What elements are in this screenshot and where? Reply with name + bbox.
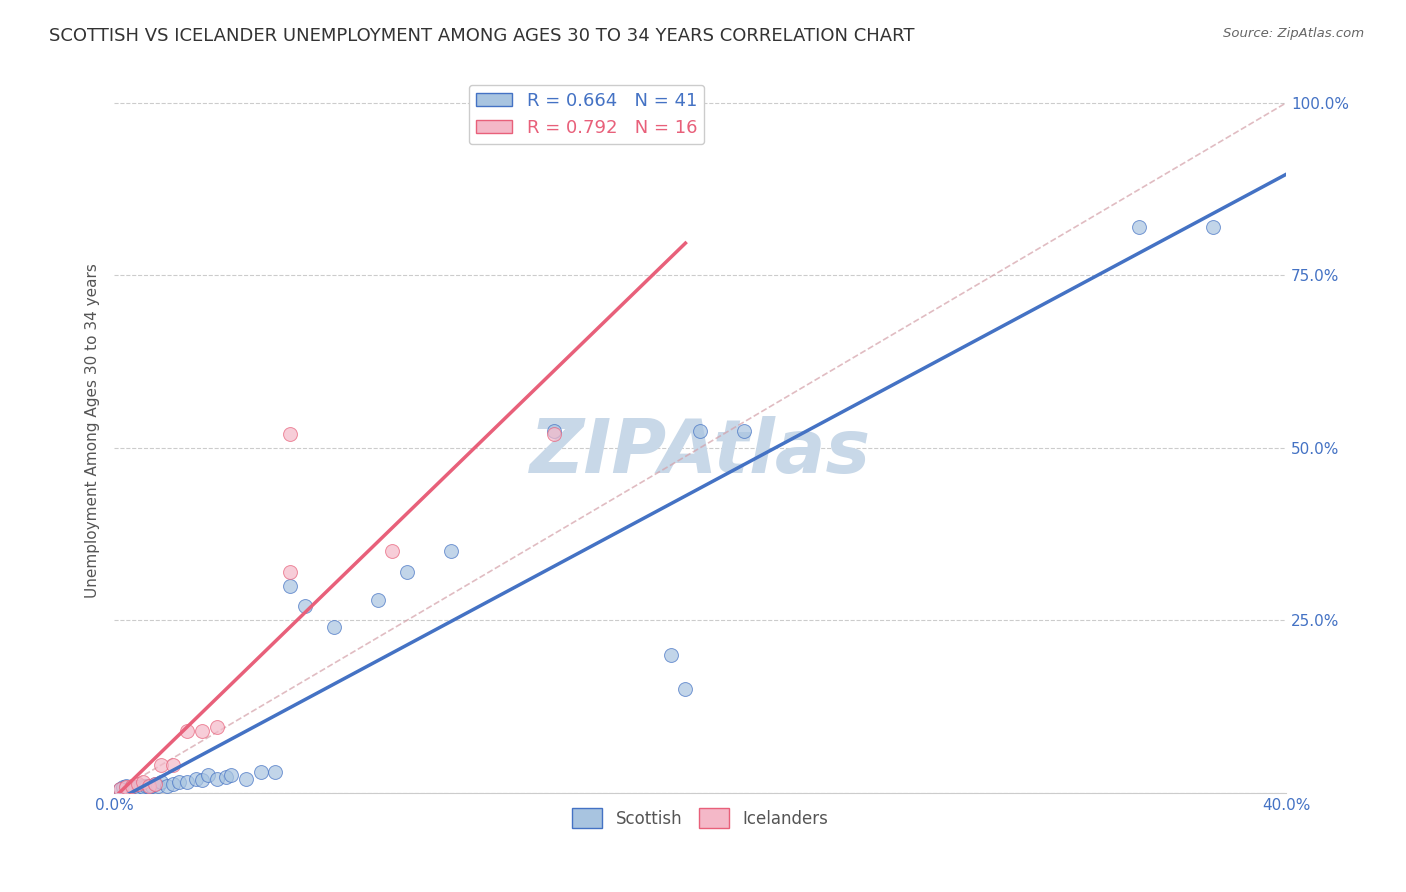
Point: [322, 620, 344, 634]
Point: [162, 758, 184, 772]
Point: [118, 782, 141, 797]
Point: [278, 565, 301, 579]
Point: [197, 768, 219, 782]
Point: [294, 599, 316, 614]
Text: SCOTTISH VS ICELANDER UNEMPLOYMENT AMONG AGES 30 TO 34 YEARS CORRELATION CHART: SCOTTISH VS ICELANDER UNEMPLOYMENT AMONG…: [49, 27, 915, 45]
Point: [381, 544, 404, 558]
Point: [143, 777, 166, 791]
Point: [167, 775, 190, 789]
Point: [127, 780, 149, 794]
Point: [278, 427, 301, 442]
Point: [205, 772, 228, 786]
Point: [249, 764, 271, 779]
Point: [1202, 220, 1225, 235]
Point: [146, 779, 169, 793]
Point: [150, 775, 173, 789]
Point: [108, 782, 131, 797]
Point: [121, 780, 143, 794]
Point: [135, 779, 157, 793]
Point: [675, 682, 697, 697]
Point: [115, 780, 138, 794]
Y-axis label: Unemployment Among Ages 30 to 34 years: Unemployment Among Ages 30 to 34 years: [86, 263, 100, 598]
Point: [543, 424, 565, 438]
Point: [186, 772, 208, 786]
Point: [115, 779, 138, 793]
Text: Source: ZipAtlas.com: Source: ZipAtlas.com: [1223, 27, 1364, 40]
Point: [396, 565, 419, 579]
Point: [138, 780, 160, 794]
Point: [138, 779, 160, 793]
Point: [440, 544, 463, 558]
Point: [191, 723, 214, 738]
Point: [205, 720, 228, 734]
Point: [1128, 220, 1150, 235]
Point: [132, 780, 155, 794]
Point: [132, 775, 155, 789]
Point: [176, 775, 198, 789]
Point: [264, 764, 287, 779]
Point: [121, 779, 143, 793]
Point: [127, 777, 149, 791]
Point: [156, 779, 179, 793]
Point: [124, 782, 146, 797]
Legend: Scottish, Icelanders: Scottish, Icelanders: [565, 801, 835, 835]
Point: [689, 424, 711, 438]
Point: [150, 758, 173, 772]
Point: [278, 579, 301, 593]
Point: [162, 777, 184, 791]
Point: [221, 768, 243, 782]
Point: [214, 771, 236, 785]
Point: [543, 427, 565, 442]
Text: ZIPAtlas: ZIPAtlas: [530, 416, 870, 489]
Point: [129, 779, 152, 793]
Point: [191, 773, 214, 788]
Point: [659, 648, 682, 662]
Point: [111, 780, 134, 794]
Point: [176, 723, 198, 738]
Point: [108, 782, 131, 797]
Point: [367, 592, 389, 607]
Point: [143, 777, 166, 791]
Point: [733, 424, 755, 438]
Point: [235, 772, 257, 786]
Point: [141, 779, 163, 793]
